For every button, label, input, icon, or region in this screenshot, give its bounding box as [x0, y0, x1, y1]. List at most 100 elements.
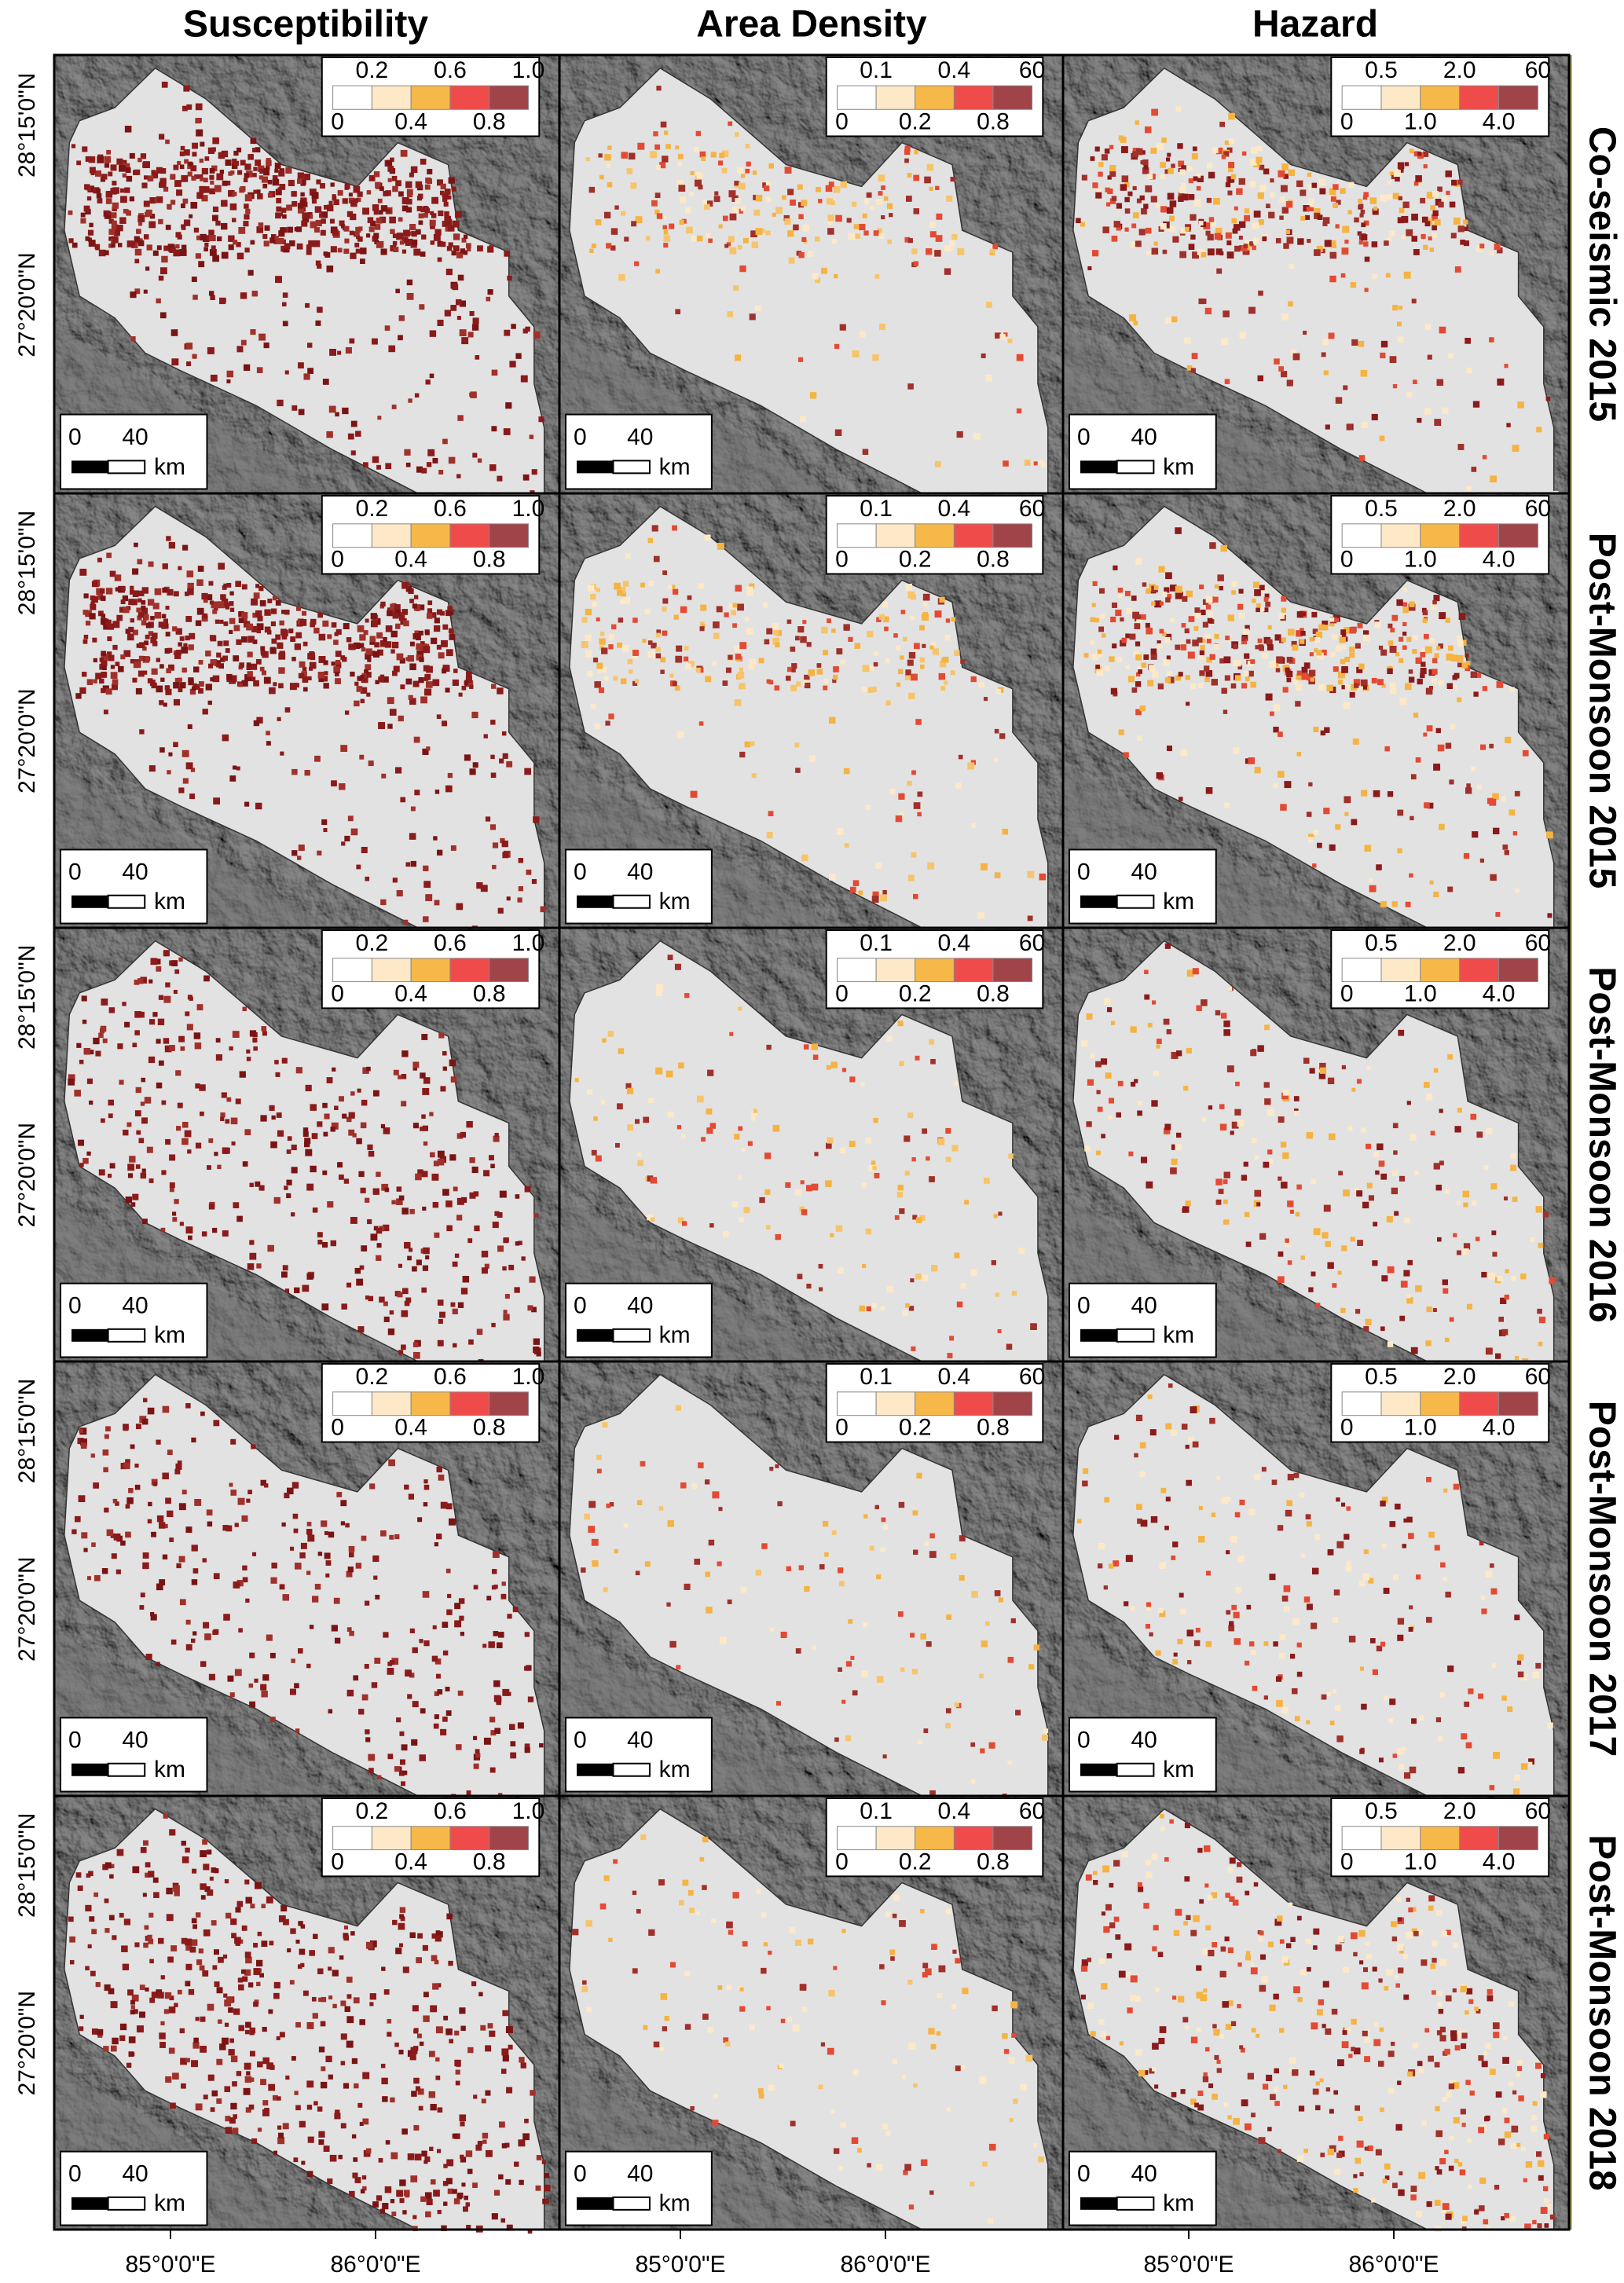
landslide-cell	[1165, 597, 1171, 603]
landslide-cell	[394, 1766, 401, 1772]
landslide-cell	[1439, 612, 1446, 620]
landslide-cell	[719, 152, 725, 159]
landslide-cell	[369, 1483, 376, 1490]
landslide-cell	[238, 610, 244, 617]
legend-swatch	[410, 1391, 451, 1416]
landslide-cell	[218, 663, 224, 669]
landslide-cell	[353, 1675, 359, 1681]
landslide-cell	[291, 191, 297, 197]
legend-label: 0	[835, 980, 849, 1006]
landslide-cell	[773, 629, 779, 636]
landslide-cell	[141, 599, 146, 605]
landslide-cell	[448, 1518, 456, 1526]
landslide-cell	[387, 2032, 392, 2037]
landslide-cell	[1509, 809, 1516, 815]
scale-box	[565, 848, 713, 925]
landslide-cell	[372, 236, 379, 242]
landslide-cell	[298, 672, 304, 679]
landslide-cell	[632, 617, 638, 623]
legend-label: 1.0	[512, 57, 545, 83]
landslide-cell	[1402, 645, 1407, 650]
landslide-cell	[1286, 656, 1293, 663]
landslide-cell	[872, 1166, 877, 1171]
landslide-cell	[204, 1633, 211, 1640]
landslide-cell	[1215, 1199, 1222, 1205]
landslide-cell	[376, 649, 383, 656]
landslide-cell	[1095, 192, 1102, 199]
landslide-cell	[148, 1056, 156, 1064]
legend-swatch	[449, 85, 490, 110]
landslide-cell	[100, 595, 106, 601]
landslide-cell	[1490, 874, 1497, 881]
landslide-cell	[332, 196, 337, 201]
landslide-cell	[1297, 238, 1304, 245]
landslide-cell	[291, 850, 298, 856]
landslide-cell	[1329, 621, 1335, 627]
landslide-cell	[1402, 602, 1408, 607]
landslide-cell	[357, 1326, 365, 1333]
landslide-cell	[991, 1260, 997, 1266]
landslide-cell	[187, 582, 194, 590]
landslide-cell	[228, 235, 235, 242]
landslide-cell	[270, 621, 276, 627]
landslide-cell	[475, 355, 480, 360]
legend-swatch	[449, 1391, 490, 1416]
landslide-cell	[1457, 1108, 1462, 1113]
landslide-cell	[507, 1614, 512, 1619]
landslide-cell	[1341, 632, 1347, 637]
landslide-cell	[1131, 223, 1137, 229]
landslide-cell	[1104, 1497, 1110, 1503]
landslide-cell	[1245, 625, 1250, 631]
landslide-cell	[1094, 617, 1099, 623]
landslide-cell	[258, 222, 264, 228]
landslide-cell	[455, 299, 462, 306]
landslide-cell	[119, 217, 126, 224]
landslide-cell	[1098, 162, 1104, 167]
scale-label: km	[154, 1322, 185, 1348]
landslide-cell	[1392, 1574, 1399, 1581]
landslide-cell	[944, 680, 948, 685]
landslide-cell	[378, 210, 383, 215]
landslide-cell	[1457, 662, 1462, 668]
landslide-cell	[437, 240, 443, 247]
landslide-cell	[1165, 1423, 1172, 1430]
scale-label: km	[1163, 1322, 1194, 1348]
landslide-cell	[437, 257, 442, 262]
landslide-cell	[912, 893, 918, 900]
landslide-cell	[180, 203, 185, 208]
landslide-cell	[367, 1218, 372, 1225]
landslide-cell	[396, 1198, 403, 1205]
landslide-cell	[226, 370, 234, 378]
landslide-cell	[956, 431, 963, 438]
landslide-cell	[1216, 1476, 1221, 1481]
landslide-cell	[894, 1215, 900, 1220]
landslide-cell	[1277, 1525, 1284, 1531]
landslide-cell	[270, 1577, 277, 1584]
landslide-cell	[1349, 627, 1356, 634]
landslide-cell	[360, 687, 368, 694]
landslide-cell	[1331, 634, 1337, 640]
landslide-cell	[1267, 625, 1272, 630]
landslide-cell	[1187, 1660, 1192, 1665]
landslide-cell	[1112, 643, 1117, 649]
landslide-cell	[469, 1157, 475, 1163]
landslide-cell	[295, 1728, 300, 1733]
landslide-cell	[1481, 1596, 1486, 1600]
landslide-cell	[302, 215, 310, 223]
landslide-cell	[361, 1694, 368, 1701]
landslide-cell	[1111, 235, 1118, 242]
landslide-cell	[253, 1046, 258, 1051]
landslide-cell	[945, 618, 951, 623]
landslide-cell	[1113, 1560, 1120, 1567]
landslide-cell	[244, 163, 251, 170]
landslide-cell	[1386, 1215, 1393, 1223]
landslide-cell	[86, 679, 93, 685]
landslide-cell	[1510, 1275, 1516, 1281]
landslide-cell	[1133, 212, 1139, 218]
landslide-cell	[392, 878, 398, 883]
landslide-cell	[156, 966, 162, 972]
landslide-cell	[455, 211, 462, 218]
landslide-cell	[1224, 802, 1230, 808]
landslide-cell	[876, 1676, 884, 1683]
